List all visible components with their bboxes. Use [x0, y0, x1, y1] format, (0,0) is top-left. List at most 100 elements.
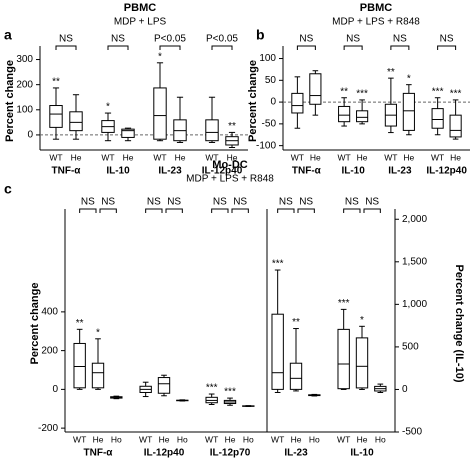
- group-label: Ho: [177, 434, 188, 444]
- category-label: IL-12p40: [202, 166, 243, 177]
- group-label: He: [71, 152, 82, 162]
- category-label: IL-23: [388, 166, 412, 177]
- chart-title: Mo-DC: [212, 159, 247, 171]
- significance-stars: **: [387, 67, 395, 78]
- tick-label: 1,500: [402, 256, 427, 267]
- comparison-bracket: [211, 208, 229, 213]
- group-label: He: [227, 152, 238, 162]
- tick-label: 2,000: [402, 214, 427, 225]
- comparison-bracket: [390, 45, 410, 50]
- box: [205, 119, 219, 142]
- group-label: He: [450, 152, 461, 162]
- comparison-label: NS: [213, 197, 227, 208]
- chart-title: PBMC: [360, 2, 392, 14]
- box: [91, 362, 105, 389]
- group-label: He: [357, 152, 368, 162]
- comparison-label: NS: [111, 34, 125, 45]
- significance-stars: ***: [206, 383, 218, 394]
- box: [449, 114, 462, 138]
- tick-label: 400: [41, 307, 58, 318]
- significance-stars: **: [76, 318, 84, 329]
- y-axis-label: Percent change: [247, 60, 259, 142]
- tick-label: 0: [270, 97, 276, 108]
- category-label: IL-10: [106, 166, 130, 177]
- tick-label: 0: [52, 384, 58, 395]
- significance-stars: **: [292, 317, 300, 328]
- group-label: He: [403, 152, 414, 162]
- tick-label: 0: [27, 130, 33, 141]
- comparison-bracket: [277, 208, 295, 213]
- comparison-label: NS: [167, 197, 181, 208]
- comparison-bracket: [343, 45, 363, 50]
- group-label: WT: [431, 152, 444, 162]
- category-label: IL-10: [341, 166, 365, 177]
- box: [69, 111, 83, 132]
- category-label: TNF-α: [84, 448, 114, 459]
- chart-subtitle: MDP + LPS + R848: [186, 174, 274, 185]
- comparison-label: NS: [147, 197, 161, 208]
- significance-stars: *: [360, 315, 364, 326]
- panel-label: c: [4, 181, 12, 197]
- group-label: He: [159, 434, 170, 444]
- tick-label: 50: [265, 75, 277, 86]
- group-label: WT: [49, 152, 62, 162]
- group-label: He: [357, 434, 368, 444]
- comparison-bracket: [165, 208, 183, 213]
- box: [402, 92, 415, 131]
- comparison-label: NS: [59, 34, 73, 45]
- group-label: WT: [291, 152, 304, 162]
- group-label: WT: [338, 152, 351, 162]
- group-label: WT: [205, 152, 218, 162]
- group-label: Ho: [375, 434, 386, 444]
- comparison-bracket: [107, 45, 129, 50]
- group-label: Ho: [309, 434, 320, 444]
- box: [337, 328, 350, 390]
- y2-axis-label: Percent change (IL-10): [453, 265, 465, 383]
- comparison-label: NS: [233, 197, 247, 208]
- category-label: TNF-α: [52, 166, 82, 177]
- group-label: WT: [337, 434, 350, 444]
- box: [73, 342, 86, 389]
- comparison-label: NS: [346, 34, 360, 45]
- comparison-label: NS: [345, 197, 359, 208]
- tick-label: -50: [262, 119, 277, 130]
- comparison-label: NS: [81, 197, 95, 208]
- category-label: TNF-α: [292, 166, 322, 177]
- comparison-label: P<0.05: [206, 34, 238, 45]
- significance-stars: *: [407, 73, 411, 84]
- significance-stars: ***: [356, 89, 368, 100]
- comparison-bracket: [296, 45, 316, 50]
- chart-subtitle: MDP + LPS + R848: [332, 17, 420, 28]
- comparison-bracket: [211, 45, 233, 50]
- group-label: WT: [73, 434, 86, 444]
- box: [121, 128, 135, 138]
- category-label: IL-12p70: [210, 448, 251, 459]
- tick-label: 100: [259, 53, 276, 64]
- group-label: WT: [271, 434, 284, 444]
- box: [291, 92, 304, 114]
- comparison-label: NS: [279, 197, 293, 208]
- comparison-label: NS: [440, 34, 454, 45]
- comparison-bracket: [231, 208, 249, 213]
- y-axis-label: Percent change: [29, 283, 41, 365]
- significance-stars: *: [106, 102, 110, 113]
- comparison-bracket: [55, 45, 77, 50]
- comparison-bracket: [145, 208, 163, 213]
- panel-label: b: [256, 27, 265, 43]
- y-axis-label: Percent change: [4, 60, 16, 142]
- box: [153, 87, 167, 140]
- significance-stars: **: [52, 77, 60, 88]
- comparison-bracket: [99, 208, 117, 213]
- significance-stars: ***: [272, 259, 284, 270]
- significance-stars: *: [158, 51, 162, 62]
- comparison-label: NS: [365, 197, 379, 208]
- group-label: Ho: [243, 434, 254, 444]
- group-label: Ho: [111, 434, 122, 444]
- comparison-bracket: [437, 45, 457, 50]
- comparison-bracket: [159, 45, 181, 50]
- significance-stars: ***: [224, 387, 236, 398]
- comparison-bracket: [297, 208, 315, 213]
- significance-stars: *: [96, 327, 100, 338]
- category-label: IL-23: [284, 448, 308, 459]
- group-label: WT: [101, 152, 114, 162]
